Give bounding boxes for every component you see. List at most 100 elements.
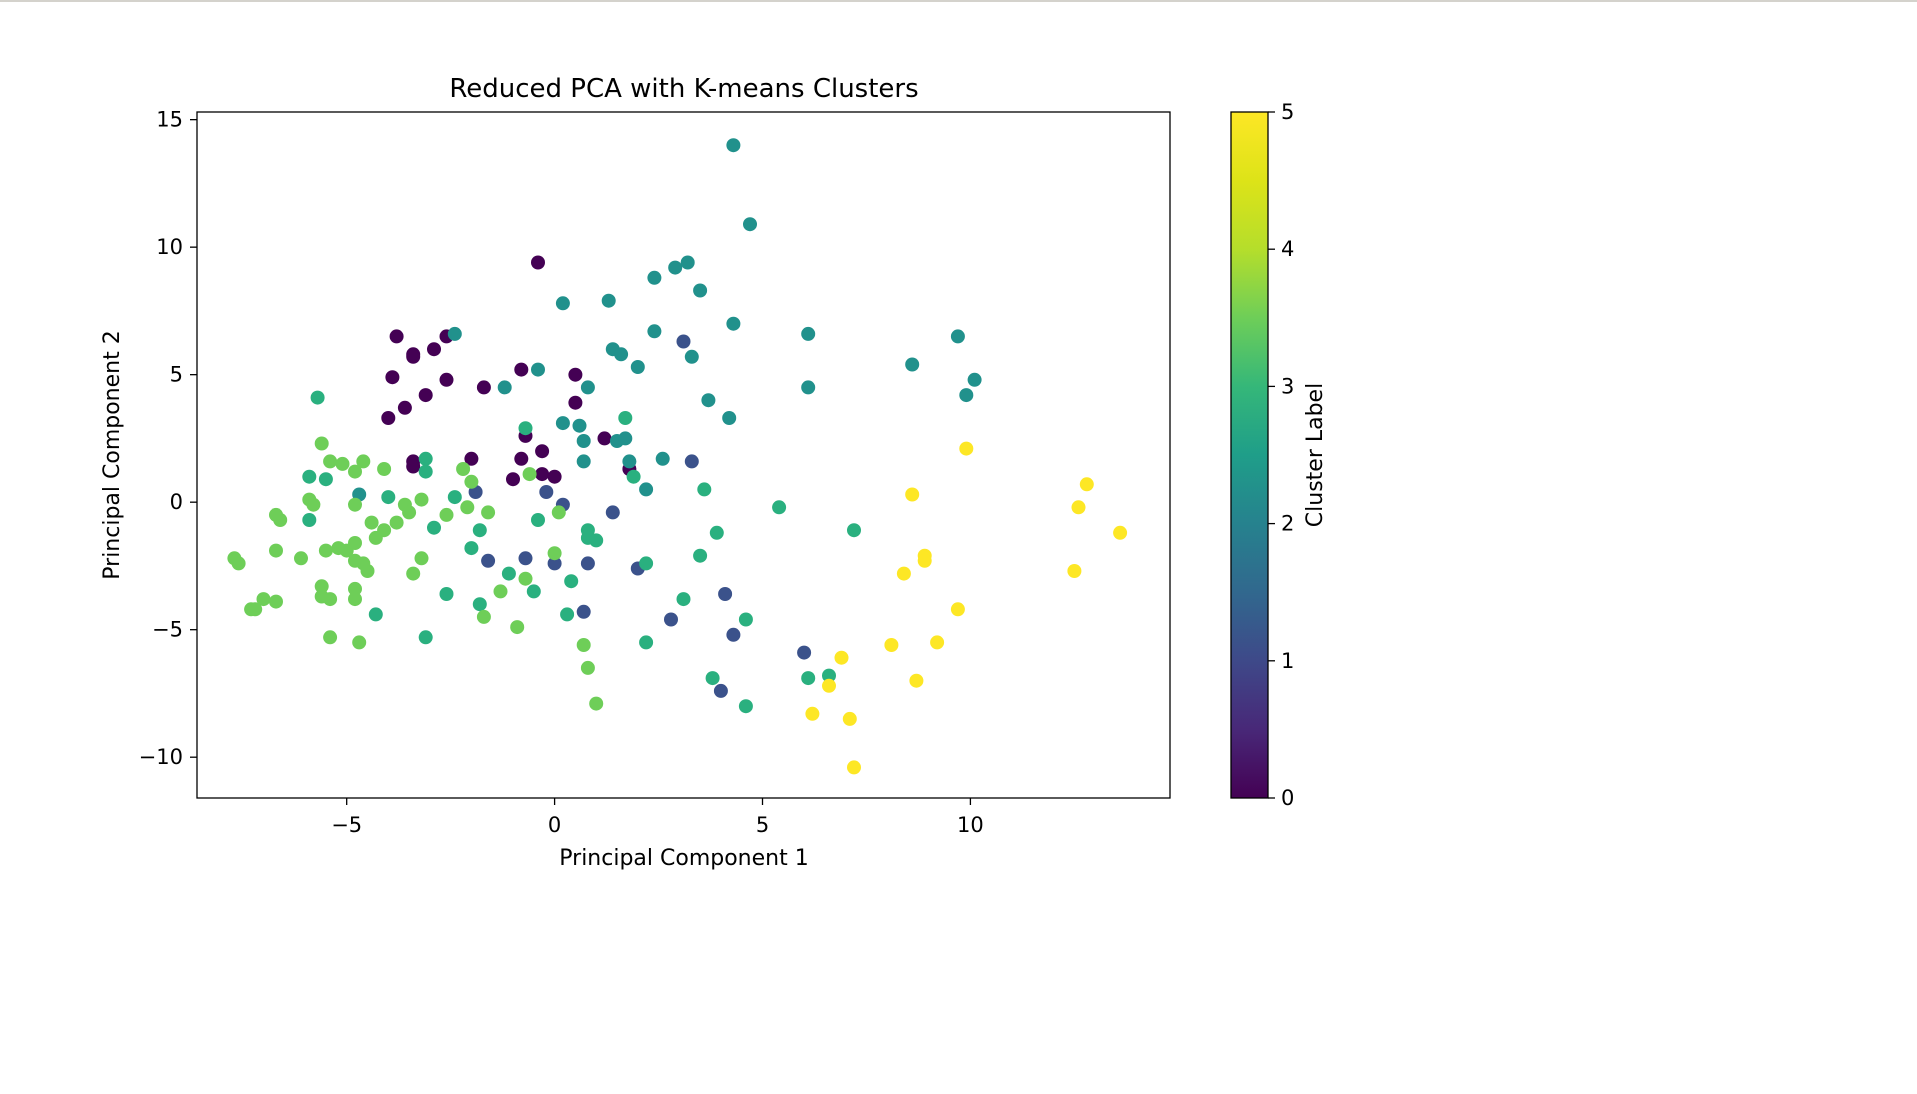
scatter-point — [348, 592, 362, 607]
scatter-point — [414, 551, 429, 566]
scatter-point — [801, 380, 816, 395]
scatter-point — [364, 515, 379, 530]
scatter-point — [256, 592, 271, 607]
scatter-point — [568, 395, 583, 410]
scatter-point — [501, 566, 516, 581]
scatter-point — [568, 367, 583, 382]
scatter-point — [701, 393, 716, 408]
scatter-point — [697, 482, 712, 497]
x-tick-label: 5 — [756, 813, 769, 837]
scatter-point — [547, 546, 562, 561]
scatter-point — [427, 342, 441, 357]
scatter-point — [726, 138, 741, 153]
scatter-point — [414, 492, 429, 507]
colorbar-label: Cluster Label — [1303, 383, 1328, 527]
scatter-point — [564, 574, 579, 589]
scatter-point — [801, 671, 816, 686]
scatter-point — [909, 673, 924, 688]
scatter-point — [576, 454, 591, 469]
scatter-point — [772, 500, 787, 515]
scatter-point — [743, 217, 757, 232]
y-tick-label: 15 — [156, 108, 183, 132]
scatter-point — [1071, 500, 1086, 515]
scatter-point — [834, 650, 849, 665]
scatter-point — [522, 467, 537, 482]
scatter-point — [518, 421, 533, 436]
scatter-point — [664, 612, 678, 627]
colorbar-tick-label: 0 — [1281, 786, 1294, 810]
scatter-point — [526, 584, 541, 599]
scatter-point — [668, 260, 683, 275]
scatter-point — [950, 329, 965, 344]
scatter-point — [406, 459, 421, 474]
scatter-point — [896, 566, 911, 581]
scatter-point — [418, 388, 433, 403]
scatter-point — [464, 541, 479, 556]
scatter-point — [418, 451, 433, 466]
scatter-point — [402, 505, 417, 520]
scatter-point — [605, 505, 620, 520]
scatter-point — [389, 329, 404, 344]
scatter-point — [460, 500, 475, 515]
scatter-point — [269, 543, 283, 558]
scatter-point — [539, 485, 554, 499]
scatter-point — [269, 594, 283, 609]
scatter-point — [884, 638, 899, 652]
scatter-point — [510, 620, 525, 635]
scatter-point — [959, 388, 974, 403]
scatter-point — [905, 357, 920, 372]
scatter-point — [323, 592, 338, 607]
scatter-point — [917, 553, 932, 568]
scatter-point — [406, 349, 421, 364]
scatter-point — [306, 497, 321, 512]
colorbar-tick-label: 3 — [1281, 374, 1294, 398]
scatter-point — [847, 523, 861, 538]
scatter-point — [368, 530, 383, 545]
scatter-point — [950, 602, 965, 617]
scatter-point — [535, 467, 550, 482]
colorbar-ticks: 0 1 2 3 4 5 — [1268, 100, 1294, 810]
scatter-point — [339, 543, 354, 558]
scatter-point — [805, 706, 820, 721]
scatter-point — [842, 711, 857, 726]
scatter-point — [693, 283, 708, 298]
scatter-point — [547, 556, 562, 571]
colorbar — [1230, 111, 1269, 799]
scatter-point — [967, 372, 982, 387]
colorbar-tick-label: 1 — [1281, 649, 1294, 673]
scatter-point — [314, 436, 329, 451]
scatter-point — [356, 454, 371, 469]
scatter-point — [576, 638, 591, 652]
scatter-point — [397, 400, 412, 415]
scatter-point — [639, 556, 654, 571]
scatter-point — [905, 487, 920, 502]
scatter-point — [447, 490, 462, 505]
x-tick-label: 10 — [957, 813, 984, 837]
scatter-point — [676, 334, 691, 349]
scatter-point — [464, 451, 479, 466]
scatter-point — [580, 380, 595, 395]
scatter-point — [801, 326, 816, 341]
scatter-point — [589, 533, 604, 548]
y-tick-label: 5 — [170, 363, 183, 387]
scatter-point — [676, 592, 691, 607]
colorbar-tick-label: 4 — [1281, 237, 1294, 261]
scatter-point — [531, 513, 545, 527]
scatter-point — [847, 760, 861, 775]
y-tick-label: −10 — [139, 745, 183, 769]
scatter-point — [1079, 477, 1094, 492]
scatter-point — [622, 454, 637, 469]
scatter-point — [481, 553, 496, 568]
scatter-point — [385, 370, 400, 385]
scatter-point — [738, 612, 753, 627]
scatter-point — [231, 556, 246, 571]
scatter-point — [381, 411, 396, 425]
scatter-point — [318, 472, 333, 487]
scatter-point — [418, 464, 433, 479]
scatter-point — [481, 505, 496, 520]
y-tick-label: 0 — [170, 490, 183, 514]
scatter-point — [705, 671, 720, 686]
scatter-point — [693, 548, 708, 563]
scatter-point — [959, 441, 974, 456]
scatter-point — [348, 464, 362, 479]
